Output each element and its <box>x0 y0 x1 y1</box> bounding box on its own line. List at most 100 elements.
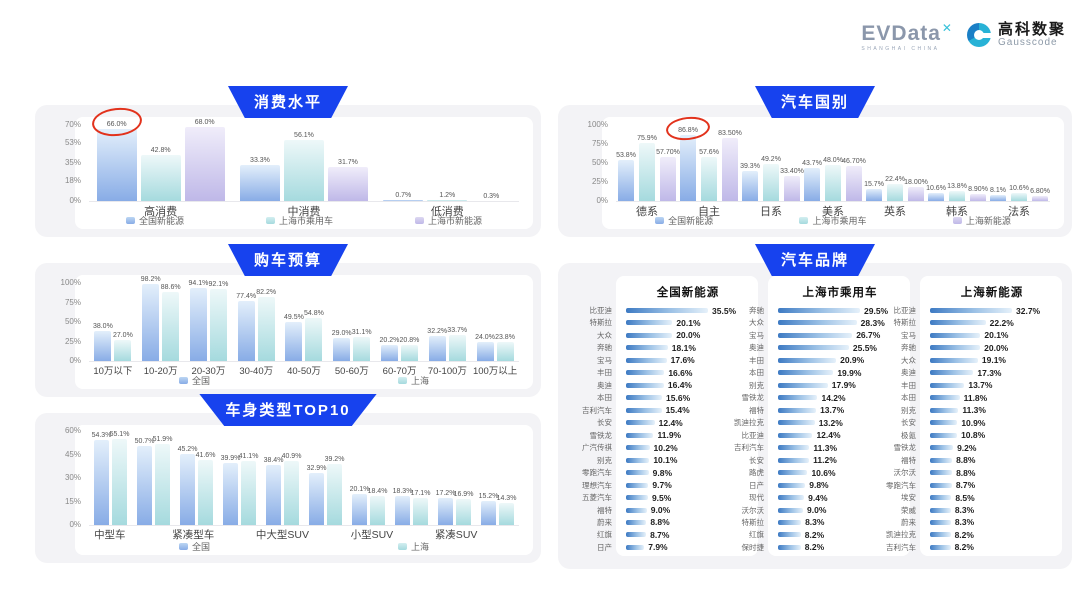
budget-chart: 0% 25% 50% 75% 100% 38.0% 27.0% 98.2% 88.6% 94.1%… <box>61 275 533 389</box>
brand-row: 凯迪拉克 8.2% <box>886 529 1054 540</box>
brand-rows: 比亚迪 35.5% 特斯拉 20.1% 大众 20.0% 奔驰 18.1% 宝马 17.6% 丰田 1… <box>582 305 750 553</box>
brand-bar <box>626 457 650 463</box>
y-axis-tick-label: 35% <box>64 158 81 167</box>
bar-wrapper: 43.7% <box>802 160 822 201</box>
brand-bar <box>626 519 647 525</box>
bar-wrapper: 8.90% <box>968 186 988 201</box>
brand-value-label: 8.2% <box>954 529 974 540</box>
brand-row: 日产 7.9% <box>597 542 750 553</box>
brand-value-label: 7.9% <box>648 542 668 553</box>
brand-value-label: 9.2% <box>957 442 977 453</box>
category-label: 日系 <box>760 206 782 218</box>
legend-marker-icon <box>397 543 407 550</box>
section-car-country: 汽车国别 0% 25% 50% 75% 100% 53.8% 75.9% 57.70% 86.8… <box>558 86 1072 237</box>
brand-row: 奥迪 25.5% <box>749 342 902 353</box>
brand-name-label: 本田 <box>901 393 916 403</box>
brand-row: 福特 9.0% <box>597 505 750 516</box>
bar-teal <box>949 190 965 201</box>
bar-blue <box>618 160 634 201</box>
bar-purple <box>660 157 676 201</box>
bar-blue <box>239 164 280 201</box>
bar-wrapper: 20.8% <box>400 337 419 361</box>
brand-row: 吉利汽车 15.4% <box>582 405 750 416</box>
bar-group: 38.4% 40.9% <box>264 453 301 525</box>
bar-value-label: 32.9% <box>306 465 327 473</box>
brand-name-label: 路虎 <box>749 468 764 478</box>
bar-wrapper: 39.3% <box>740 163 760 201</box>
bar-value-label: 42.8% <box>150 146 171 154</box>
bar-wrapper: 10.6% <box>1009 185 1029 201</box>
brand-bar <box>930 420 958 426</box>
bar-wrapper: 66.0% <box>90 105 143 201</box>
brand-name-label: 保时捷 <box>741 542 765 552</box>
category-label: 低消费 <box>430 206 464 218</box>
brand-value-label: 10.6% <box>811 467 836 478</box>
brand-row: 沃尔沃 8.8% <box>894 467 1054 478</box>
brand-name-label: 别克 <box>901 405 916 415</box>
brand-name-label: 比亚迪 <box>893 306 917 315</box>
legend-item[interactable]: 上海新能源 <box>952 214 1011 227</box>
brand-bar <box>930 495 952 501</box>
legend-item[interactable]: 全国新能源 <box>125 214 184 227</box>
category-label: 法系 <box>1008 206 1030 218</box>
bar-blue <box>742 171 758 201</box>
brand-row: 长安 10.9% <box>901 417 1054 428</box>
bar-blue <box>438 498 453 525</box>
legend-item[interactable]: 全国新能源 <box>655 214 713 227</box>
brand-row: 奥迪 17.3% <box>901 367 1054 378</box>
bar-value-label: 54.3% <box>91 431 112 439</box>
bar-value-label: 33.40% <box>780 167 804 175</box>
brand-name-label: 别克 <box>597 455 612 465</box>
brand-row: 本田 19.9% <box>749 367 902 378</box>
legend-item[interactable]: 上海市乘用车 <box>799 214 867 227</box>
bar-value-label: 13.8% <box>947 182 967 190</box>
bar-wrapper: 75.9% <box>637 135 657 201</box>
brand-row: 长安 12.4% <box>597 417 750 428</box>
brand-bar <box>930 320 986 326</box>
brand-bar <box>626 445 650 451</box>
brand-list-card: 上海市乘用车 奔驰 29.5% 大众 28.3% 宝马 26.7% 奥迪 25.5% 丰田 20.9… <box>734 276 910 556</box>
brand-bar <box>626 395 663 401</box>
legend-marker-icon <box>178 543 188 550</box>
legend-item[interactable]: 上海 <box>397 374 429 387</box>
legend-item[interactable]: 全国 <box>178 540 210 553</box>
bar-teal <box>639 143 655 201</box>
bar-purple <box>184 127 225 201</box>
legend-label: 全国 <box>191 376 210 386</box>
brand-name-label: 特斯拉 <box>893 318 917 328</box>
bar-value-label: 40.9% <box>281 452 302 460</box>
bar-value-label: 50.7% <box>134 437 155 445</box>
bar-value-label: 16.9% <box>453 490 474 498</box>
brand-value-label: 26.7% <box>856 330 881 341</box>
bar-wrapper: 14.3% <box>497 495 516 525</box>
bar-blue <box>990 194 1006 201</box>
bar-wrapper: 6.80% <box>1030 188 1050 201</box>
brand-bar <box>626 382 664 388</box>
bar-blue <box>94 331 112 361</box>
chart-title-banner: 汽车品牌 <box>754 244 875 276</box>
legend-item[interactable]: 上海市新能源 <box>414 214 482 227</box>
brand-row: 蔚来 8.3% <box>901 517 1054 528</box>
bar-value-label: 33.3% <box>250 156 270 164</box>
brand-value-label: 10.8% <box>961 430 986 441</box>
legend-label: 上海市新能源 <box>427 216 482 226</box>
brand-row: 奔驰 29.5% <box>749 305 902 316</box>
bar-value-label: 38.0% <box>92 323 113 331</box>
category-label: 中大型SUV <box>255 529 309 541</box>
brand-bar <box>930 519 951 525</box>
brand-name-label: 沃尔沃 <box>893 468 917 478</box>
bar-value-label: 15.2% <box>478 493 499 501</box>
bar-value-label: 20.1% <box>349 485 370 493</box>
bar-teal <box>241 460 256 525</box>
y-axis-tick-label: 50% <box>64 317 81 326</box>
legend-item[interactable]: 上海市乘用车 <box>265 214 333 227</box>
legend-item[interactable]: 全国 <box>178 374 210 387</box>
brand-name-label: 奥迪 <box>597 380 612 390</box>
brand-name-label: 现代 <box>749 493 764 503</box>
category-label: 20-30万 <box>191 366 226 377</box>
brand-row: 宝马 20.1% <box>901 330 1054 341</box>
bar-value-label: 57.70% <box>656 149 680 157</box>
brand-row: 大众 20.0% <box>597 330 750 341</box>
brand-bar <box>930 407 959 413</box>
legend-item[interactable]: 上海 <box>397 540 429 553</box>
